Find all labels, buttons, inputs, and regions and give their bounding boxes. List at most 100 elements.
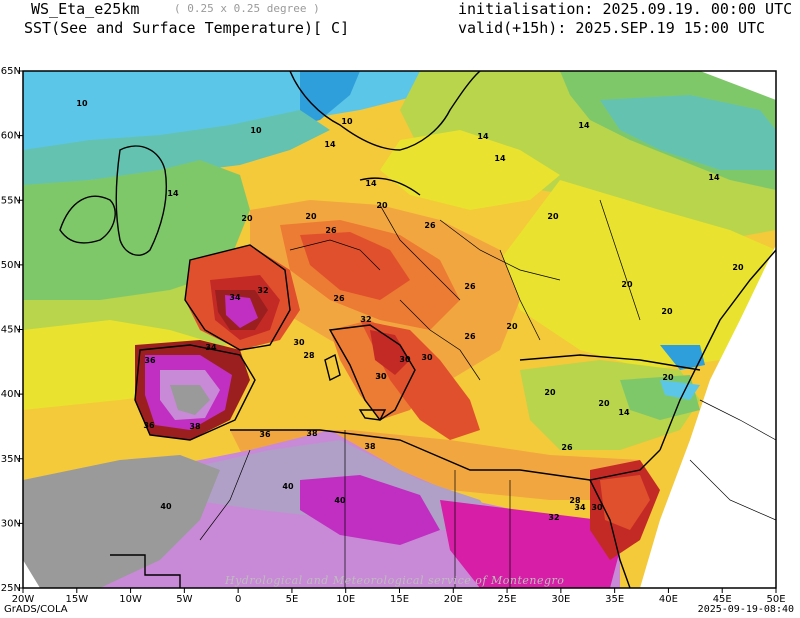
y-tick-label: 50N: [1, 260, 21, 271]
x-tick-label: 20W: [12, 594, 35, 605]
coastlines: [59, 71, 776, 588]
contour-label: 20: [506, 322, 518, 331]
contour-label: 30: [421, 353, 433, 362]
contour-label: 14: [708, 173, 720, 182]
x-tick-label: 0: [235, 594, 241, 605]
y-tick-label: 30N: [1, 518, 21, 529]
y-axis: 65N 60N 55N 50N 45N 40N 35N 30N 25N: [1, 66, 23, 594]
x-tick-label: 5W: [176, 594, 192, 605]
contour-label: 20: [544, 388, 556, 397]
x-tick-label: 15W: [65, 594, 88, 605]
contour-label: 20: [305, 212, 317, 221]
zone-10-14: [23, 110, 330, 190]
y-tick-label: 25N: [1, 583, 21, 594]
render-timestamp: 2025-09-19-08:40: [697, 604, 794, 615]
y-tick-label: 45N: [1, 325, 21, 336]
x-tick-label: 10W: [119, 594, 142, 605]
y-tick-label: 55N: [1, 195, 21, 206]
contour-label: 30: [591, 503, 603, 512]
contour-label: 40: [160, 502, 172, 511]
zone-caucasus: [660, 345, 705, 370]
contour-label: 32: [257, 286, 268, 295]
x-tick-label: 40E: [659, 594, 678, 605]
contour-label: 36: [144, 356, 156, 365]
zone-ne-10-14: [600, 95, 776, 170]
contour-label: 10: [250, 126, 262, 135]
contour-label: 26: [464, 332, 476, 341]
contour-label: 14: [578, 121, 590, 130]
zone-sahara-ge44: [23, 455, 220, 588]
contour-label: 30: [399, 355, 411, 364]
zone-fr-36-38: [225, 295, 258, 328]
contour-label: 40: [282, 482, 294, 491]
x-tick-label: 10E: [336, 594, 355, 605]
x-tick-label: 25E: [498, 594, 517, 605]
contour-label: 36: [143, 421, 155, 430]
contour-label: 14: [618, 408, 630, 417]
zone-lt6: [300, 71, 360, 125]
contour-label: 20: [662, 373, 674, 382]
x-tick-label: 35E: [605, 594, 624, 605]
contour-label: 14: [167, 189, 179, 198]
zone-it-30-32: [370, 330, 410, 375]
x-tick-label: 50E: [766, 594, 785, 605]
contour-label: 30: [375, 372, 387, 381]
no-data-east: [640, 245, 776, 588]
contour-label: 14: [324, 140, 336, 149]
zone-tr-6-10: [660, 380, 700, 400]
y-tick-label: 60N: [1, 131, 21, 142]
contour-label: 26: [424, 221, 436, 230]
x-tick-label: 15E: [390, 594, 409, 605]
zone-poland-20: [380, 130, 560, 210]
contour-label: 20: [241, 214, 253, 223]
contour-label: 34: [574, 503, 586, 512]
contour-label: 32: [548, 513, 559, 522]
zone-iberia-ge44: [170, 385, 210, 415]
contour-label: 20: [376, 201, 388, 210]
no-data-sw: [23, 560, 40, 588]
contour-label: 26: [325, 226, 337, 235]
initialisation-time: initialisation: 2025.09.19. 00:00 UTC: [458, 0, 793, 18]
contour-label: 20: [661, 307, 673, 316]
x-tick-label: 30E: [551, 594, 570, 605]
contour-label: 10: [76, 99, 88, 108]
valid-time: valid(+15h): 2025.SEP.19 15:00 UTC: [458, 19, 766, 37]
contour-label: 40: [334, 496, 346, 505]
contour-label: 34: [205, 343, 217, 352]
x-tick-label: 5E: [286, 594, 299, 605]
zone-ce-28-30: [300, 232, 410, 300]
y-tick-label: 65N: [1, 66, 21, 77]
x-tick-label: 20E: [444, 594, 463, 605]
contour-label: 28: [569, 496, 581, 505]
contour-labels: 10 10 10 14 14 14 14 14 14 14 20 20 20 20 20 20 20 20 20 26…: [76, 99, 744, 522]
contour-label: 26: [464, 282, 476, 291]
y-tick-label: 40N: [1, 389, 21, 400]
contour-label: 20: [547, 212, 559, 221]
contour-label: 30: [293, 338, 305, 347]
y-tick-label: 35N: [1, 454, 21, 465]
zone-levant-28-30: [600, 475, 650, 530]
zone-sahara-34-36: [440, 500, 620, 588]
contour-label: 26: [333, 294, 345, 303]
contour-label: 20: [621, 280, 633, 289]
credit-watermark: Hydrological and Meteorological service …: [225, 574, 565, 587]
zone-sahara-36-38: [300, 475, 440, 545]
contour-label: 28: [303, 351, 315, 360]
contour-label: 36: [259, 430, 271, 439]
software-credit: GrADS/COLA: [4, 604, 68, 615]
field-title: SST(See and Surface Temperature)[ C]: [24, 19, 350, 37]
contour-label: 14: [477, 132, 489, 141]
contour-label: 10: [341, 117, 353, 126]
contour-label: 30: [375, 372, 387, 381]
contour-label: 14: [494, 154, 506, 163]
contour-label: 34: [229, 293, 241, 302]
borders: [199, 199, 776, 588]
contour-label: 14: [365, 179, 377, 188]
x-tick-label: 45E: [713, 594, 732, 605]
contour-label: 32: [360, 315, 371, 324]
no-data-ne: [700, 71, 776, 100]
contour-label: 20: [732, 263, 744, 272]
contour-label: 26: [561, 443, 573, 452]
sst-field: [23, 71, 776, 588]
